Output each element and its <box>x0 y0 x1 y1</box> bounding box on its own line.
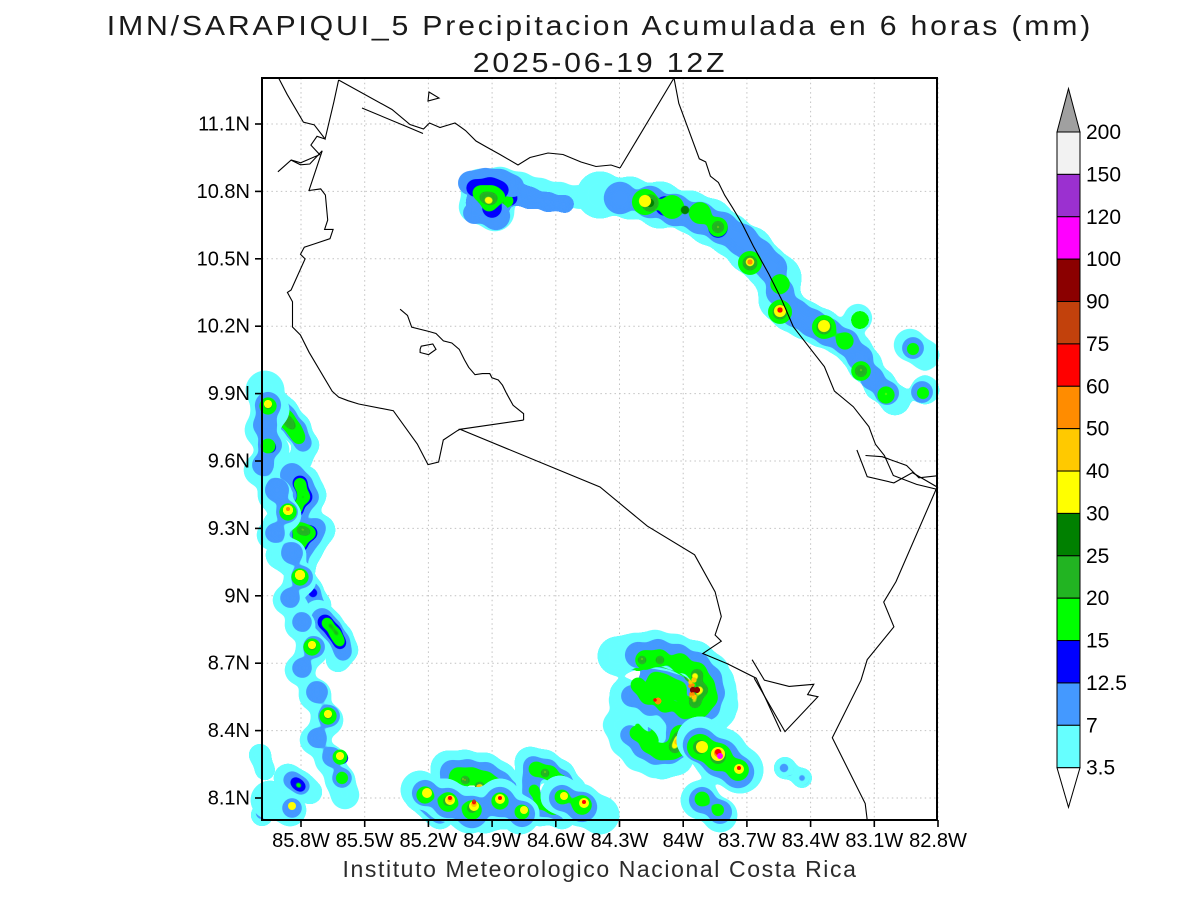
svg-text:85.2W: 85.2W <box>399 830 457 852</box>
svg-text:9.9N: 9.9N <box>208 383 250 405</box>
svg-text:30: 30 <box>1086 502 1109 525</box>
svg-text:84W: 84W <box>663 830 704 852</box>
svg-text:40: 40 <box>1086 460 1109 483</box>
svg-text:83.1W: 83.1W <box>845 830 903 852</box>
svg-text:84.9W: 84.9W <box>463 830 521 852</box>
svg-text:9.6N: 9.6N <box>208 451 250 473</box>
svg-text:85.5W: 85.5W <box>336 830 394 852</box>
svg-text:11.1N: 11.1N <box>198 114 250 136</box>
svg-text:25: 25 <box>1086 545 1109 568</box>
svg-text:100: 100 <box>1086 248 1121 271</box>
svg-text:10.8N: 10.8N <box>197 181 250 203</box>
svg-text:75: 75 <box>1086 333 1109 356</box>
svg-text:20: 20 <box>1086 587 1109 610</box>
svg-text:10.2N: 10.2N <box>197 316 250 338</box>
svg-text:10.5N: 10.5N <box>197 248 250 270</box>
svg-text:9.3N: 9.3N <box>208 518 250 540</box>
svg-text:82.8W: 82.8W <box>909 830 967 852</box>
svg-text:120: 120 <box>1086 206 1121 229</box>
svg-text:84.3W: 84.3W <box>591 830 649 852</box>
svg-text:12.5: 12.5 <box>1086 672 1127 695</box>
svg-text:50: 50 <box>1086 418 1109 441</box>
svg-text:9N: 9N <box>224 585 250 607</box>
svg-text:200: 200 <box>1086 121 1121 144</box>
svg-text:90: 90 <box>1086 291 1109 314</box>
svg-text:150: 150 <box>1086 163 1121 186</box>
svg-text:83.7W: 83.7W <box>718 830 776 852</box>
svg-text:7: 7 <box>1086 714 1098 737</box>
svg-text:60: 60 <box>1086 375 1109 398</box>
svg-text:3.5: 3.5 <box>1086 757 1115 780</box>
svg-text:8.1N: 8.1N <box>208 788 250 810</box>
svg-text:8.4N: 8.4N <box>208 720 250 742</box>
svg-text:15: 15 <box>1086 630 1109 653</box>
svg-text:83.4W: 83.4W <box>782 830 840 852</box>
svg-text:84.6W: 84.6W <box>527 830 585 852</box>
svg-text:8.7N: 8.7N <box>208 653 250 675</box>
svg-text:85.8W: 85.8W <box>272 830 330 852</box>
